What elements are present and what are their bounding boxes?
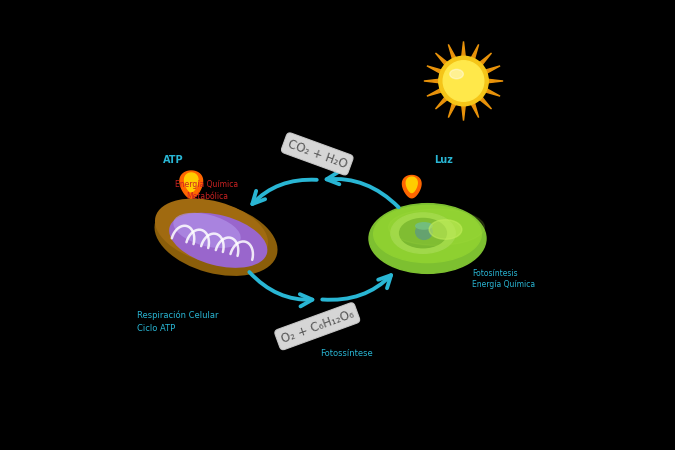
Ellipse shape: [369, 203, 486, 273]
Text: Luz: Luz: [434, 155, 453, 165]
Polygon shape: [427, 66, 443, 74]
Ellipse shape: [155, 201, 277, 276]
Polygon shape: [462, 104, 465, 121]
Polygon shape: [487, 79, 503, 83]
Polygon shape: [406, 177, 417, 193]
Polygon shape: [184, 173, 198, 192]
Ellipse shape: [389, 209, 485, 245]
Polygon shape: [435, 96, 448, 109]
Polygon shape: [485, 66, 500, 74]
Polygon shape: [485, 88, 500, 96]
Ellipse shape: [175, 238, 266, 266]
Polygon shape: [180, 171, 202, 198]
Text: CO₂ + H₂O: CO₂ + H₂O: [286, 137, 349, 171]
Polygon shape: [479, 96, 491, 109]
Ellipse shape: [416, 224, 432, 239]
Circle shape: [439, 56, 488, 106]
Text: Fotossíntese: Fotossíntese: [320, 349, 373, 358]
Polygon shape: [479, 53, 491, 66]
FancyArrowPatch shape: [252, 180, 317, 204]
Polygon shape: [448, 102, 456, 117]
FancyArrowPatch shape: [249, 272, 313, 306]
Polygon shape: [470, 102, 479, 117]
Polygon shape: [462, 41, 465, 58]
Circle shape: [443, 61, 484, 101]
Text: Energía Química
Metabólica: Energía Química Metabólica: [176, 180, 238, 201]
Ellipse shape: [374, 205, 481, 263]
Ellipse shape: [400, 218, 446, 248]
Text: Respiración Celular
Ciclo ATP: Respiración Celular Ciclo ATP: [137, 311, 219, 333]
Ellipse shape: [416, 223, 432, 229]
FancyArrowPatch shape: [322, 275, 391, 300]
Polygon shape: [435, 53, 448, 66]
Ellipse shape: [450, 69, 463, 79]
Polygon shape: [424, 79, 440, 83]
FancyArrowPatch shape: [327, 172, 398, 207]
Text: ATP: ATP: [163, 155, 184, 165]
Text: O₂ + C₆H₁₂O₆: O₂ + C₆H₁₂O₆: [279, 307, 356, 346]
Ellipse shape: [169, 213, 267, 268]
Polygon shape: [470, 45, 479, 60]
Ellipse shape: [372, 235, 483, 258]
Ellipse shape: [155, 198, 268, 265]
Text: Fotosíntesis
Energía Química: Fotosíntesis Energía Química: [472, 269, 536, 289]
Ellipse shape: [173, 213, 241, 248]
Ellipse shape: [391, 213, 455, 253]
Polygon shape: [427, 88, 443, 96]
Ellipse shape: [429, 220, 462, 239]
Polygon shape: [402, 176, 421, 198]
Polygon shape: [448, 45, 456, 60]
